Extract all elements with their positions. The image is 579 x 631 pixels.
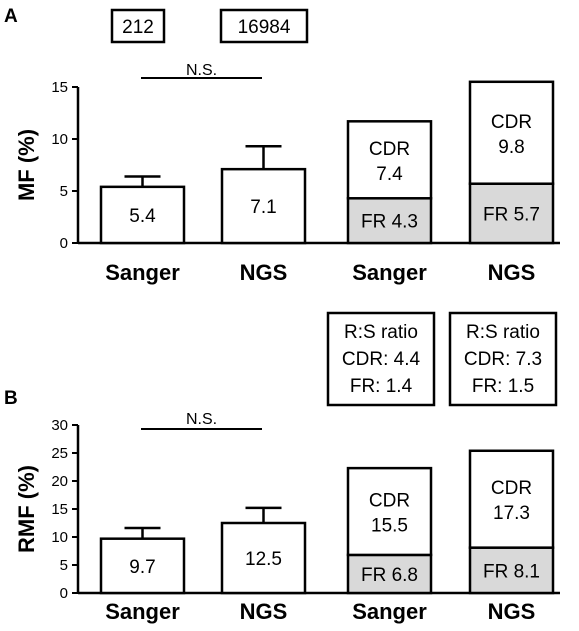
count-box — [110, 8, 166, 44]
ratio-box — [326, 311, 436, 407]
bar-segment-cdr — [468, 80, 555, 185]
fr-segment-label: FR 5.7 — [483, 204, 540, 225]
panel-letter: A — [4, 6, 18, 27]
cdr-segment-label: CDR — [369, 491, 410, 512]
cdr-segment-label: CDR — [491, 112, 532, 133]
ratio-box-line: CDR: 4.4 — [342, 349, 421, 370]
x-tick-label: Sanger — [352, 260, 427, 285]
bar — [220, 167, 307, 245]
bar-segment-cdr — [346, 466, 433, 557]
bar — [99, 537, 186, 595]
bar — [220, 521, 307, 595]
y-tick-label: 5 — [60, 183, 68, 200]
ratio-box-line: R:S ratio — [466, 322, 540, 343]
x-tick-label: NGS — [488, 260, 536, 285]
ratio-box — [448, 311, 558, 407]
bar-segment-cdr — [346, 120, 433, 200]
y-axis-label: RMF (%) — [14, 465, 39, 553]
x-tick-label: Sanger — [352, 599, 427, 624]
cdr-segment-value: 7.4 — [376, 164, 403, 185]
ratio-box-line: R:S ratio — [344, 322, 418, 343]
y-tick-label: 5 — [60, 557, 68, 574]
x-tick-label: NGS — [240, 260, 288, 285]
y-tick-label: 15 — [51, 501, 68, 518]
ratio-box-line: FR: 1.5 — [472, 376, 534, 397]
x-tick-label: NGS — [240, 599, 288, 624]
cdr-segment-value: 17.3 — [493, 503, 530, 524]
x-tick-label: Sanger — [105, 599, 180, 624]
y-tick-label: 20 — [51, 473, 68, 490]
cdr-segment-value: 15.5 — [371, 516, 408, 537]
ratio-box-line: CDR: 7.3 — [464, 349, 542, 370]
y-axis-label: MF (%) — [14, 129, 39, 201]
bar-segment-fr — [468, 546, 555, 595]
x-tick-label: Sanger — [105, 260, 180, 285]
fr-segment-label: FR 4.3 — [361, 212, 418, 233]
bar-segment-fr — [468, 182, 555, 245]
bar-value-label: 9.7 — [129, 557, 155, 578]
panel-letter: B — [4, 388, 18, 409]
significance-label: N.S. — [186, 411, 217, 428]
cdr-segment-value: 9.8 — [498, 137, 524, 158]
x-tick-label: NGS — [488, 599, 536, 624]
fr-segment-label: FR 8.1 — [483, 561, 540, 582]
bar-segment-fr — [346, 197, 433, 245]
y-tick-label: 10 — [51, 131, 68, 148]
bar-value-label: 5.4 — [129, 206, 156, 227]
y-tick-label: 0 — [60, 585, 68, 602]
ratio-box-line: FR: 1.4 — [350, 376, 413, 397]
bar-value-label: 7.1 — [250, 197, 276, 218]
y-tick-label: 30 — [51, 417, 68, 434]
fr-segment-label: FR 6.8 — [361, 565, 418, 586]
bar-value-label: 12.5 — [245, 549, 282, 570]
count-box-label: 212 — [122, 17, 154, 38]
bar-segment-cdr — [468, 449, 555, 549]
count-box — [219, 8, 309, 44]
count-box-label: 16984 — [238, 17, 291, 38]
cdr-segment-label: CDR — [369, 139, 410, 160]
y-tick-label: 25 — [51, 445, 68, 462]
bar — [99, 185, 186, 245]
y-tick-label: 0 — [60, 235, 68, 252]
significance-label: N.S. — [186, 62, 217, 79]
y-tick-label: 10 — [51, 529, 68, 546]
cdr-segment-label: CDR — [491, 478, 532, 499]
y-tick-label: 15 — [51, 79, 68, 96]
